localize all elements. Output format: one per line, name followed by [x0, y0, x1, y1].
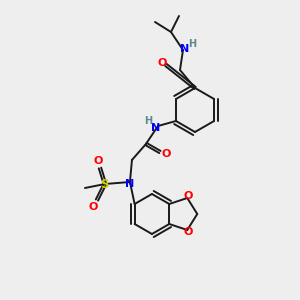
Text: S: S	[100, 178, 108, 190]
Text: H: H	[144, 116, 152, 126]
Text: O: O	[93, 156, 103, 166]
Text: O: O	[157, 58, 167, 68]
Text: O: O	[161, 149, 171, 159]
Text: N: N	[180, 44, 190, 54]
Text: H: H	[188, 39, 196, 49]
Text: O: O	[184, 191, 193, 201]
Text: N: N	[125, 179, 135, 189]
Text: N: N	[151, 123, 160, 133]
Text: O: O	[184, 227, 193, 237]
Text: O: O	[88, 202, 98, 212]
